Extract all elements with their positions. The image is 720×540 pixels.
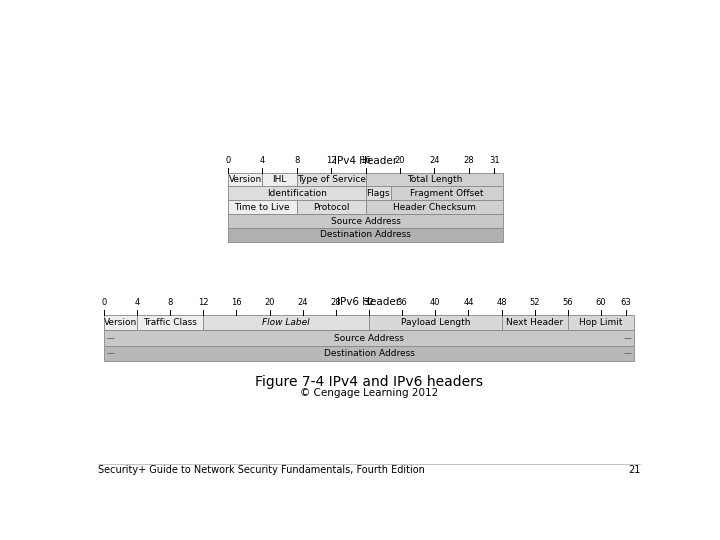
Text: 16: 16 [360, 156, 371, 165]
Text: 48: 48 [496, 298, 507, 307]
Text: Time to Live: Time to Live [235, 202, 290, 212]
Text: Identification: Identification [267, 189, 327, 198]
Text: Source Address: Source Address [334, 334, 404, 343]
Text: 31: 31 [489, 156, 500, 165]
Text: Source Address: Source Address [330, 217, 400, 226]
Text: —: — [107, 334, 114, 343]
Text: IHL: IHL [272, 175, 287, 184]
Text: Traffic Class: Traffic Class [143, 318, 197, 327]
Bar [391, 186, 503, 200]
Bar [228, 228, 503, 242]
Bar [228, 173, 262, 186]
Bar [104, 315, 137, 330]
Text: Flow Label: Flow Label [262, 318, 310, 327]
Bar [366, 173, 503, 186]
Text: —: — [624, 349, 631, 358]
Text: 20: 20 [264, 298, 275, 307]
Bar [228, 186, 366, 200]
Text: 52: 52 [529, 298, 540, 307]
Bar [297, 173, 366, 186]
Text: 56: 56 [562, 298, 573, 307]
Text: Destination Address: Destination Address [323, 349, 415, 358]
Text: 24: 24 [297, 298, 308, 307]
Text: Version: Version [104, 318, 137, 327]
Text: 60: 60 [595, 298, 606, 307]
Text: 4: 4 [135, 298, 140, 307]
Text: Type of Service: Type of Service [297, 175, 366, 184]
Text: 0: 0 [225, 156, 230, 165]
Text: 44: 44 [463, 298, 474, 307]
Text: 12: 12 [326, 156, 336, 165]
Text: IPv6 Header: IPv6 Header [338, 297, 400, 307]
Text: Security+ Guide to Network Security Fundamentals, Fourth Edition: Security+ Guide to Network Security Fund… [98, 465, 425, 475]
Bar [502, 315, 568, 330]
Text: 8: 8 [168, 298, 173, 307]
Bar [203, 315, 369, 330]
Text: © Cengage Learning 2012: © Cengage Learning 2012 [300, 388, 438, 398]
Text: 21: 21 [628, 465, 640, 475]
Bar [369, 315, 502, 330]
Bar [228, 200, 297, 214]
Text: Figure 7-4 IPv4 and IPv6 headers: Figure 7-4 IPv4 and IPv6 headers [255, 375, 483, 389]
Text: —: — [624, 334, 631, 343]
Text: 63: 63 [621, 298, 631, 307]
Text: 16: 16 [231, 298, 242, 307]
Text: 36: 36 [397, 298, 408, 307]
Text: Version: Version [228, 175, 262, 184]
Bar [366, 186, 391, 200]
Bar [568, 315, 634, 330]
Text: 4: 4 [260, 156, 265, 165]
Text: 28: 28 [464, 156, 474, 165]
Text: 24: 24 [429, 156, 439, 165]
Bar [228, 214, 503, 228]
Text: 32: 32 [364, 298, 374, 307]
Text: Destination Address: Destination Address [320, 231, 411, 239]
Text: 28: 28 [330, 298, 341, 307]
Bar [104, 346, 634, 361]
Text: Payload Length: Payload Length [400, 318, 470, 327]
Text: IPv4 Header: IPv4 Header [334, 156, 397, 166]
Text: 40: 40 [430, 298, 441, 307]
Text: Total Length: Total Length [407, 175, 462, 184]
Text: Next Header: Next Header [506, 318, 563, 327]
Text: Protocol: Protocol [313, 202, 349, 212]
Bar [104, 330, 634, 346]
Text: 8: 8 [294, 156, 300, 165]
Text: Fragment Offset: Fragment Offset [410, 189, 484, 198]
Text: Header Checksum: Header Checksum [393, 202, 476, 212]
Bar [262, 173, 297, 186]
Bar [366, 200, 503, 214]
Text: 20: 20 [395, 156, 405, 165]
Bar [297, 200, 366, 214]
Text: Flags: Flags [366, 189, 390, 198]
Text: 0: 0 [102, 298, 107, 307]
Text: —: — [107, 349, 114, 358]
Text: 12: 12 [198, 298, 209, 307]
Text: Hop Limit: Hop Limit [579, 318, 623, 327]
Bar [137, 315, 203, 330]
